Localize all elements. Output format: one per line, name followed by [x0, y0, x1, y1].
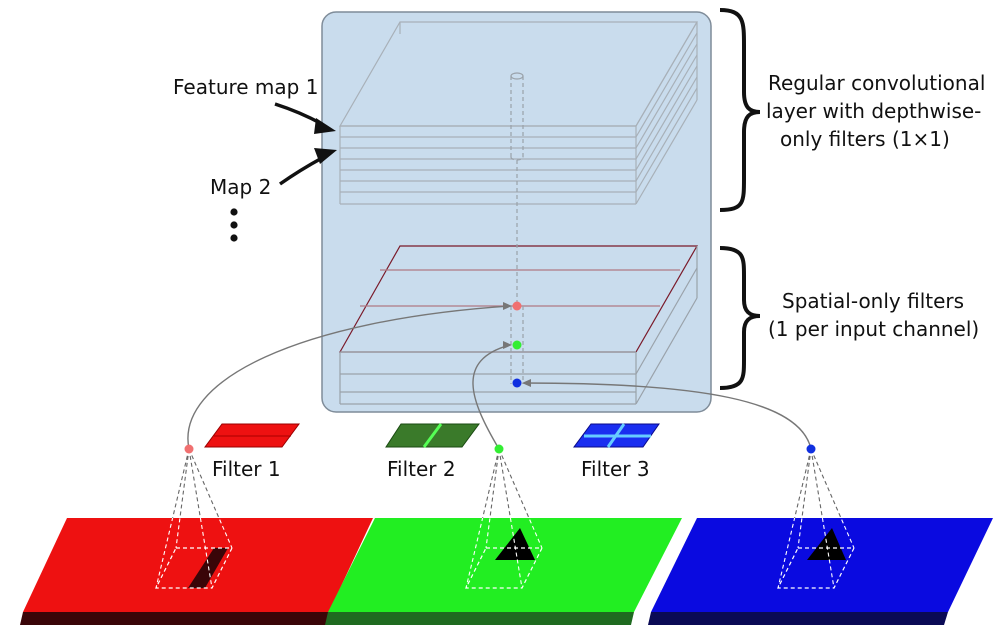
red-input-channel — [20, 518, 373, 625]
vertical-ellipsis-icon — [230, 208, 238, 242]
receptive-field-guide — [810, 448, 842, 519]
receptive-field-guide — [179, 448, 190, 519]
feature-shape — [807, 528, 846, 560]
feature-shape — [495, 528, 535, 560]
filter-2-glyph — [385, 423, 480, 448]
filter-3-glyph — [573, 423, 660, 448]
slab-edge — [635, 65, 698, 171]
feature-shape — [188, 548, 228, 588]
filter-1-glyph — [204, 423, 300, 448]
connection-arrows — [187, 302, 812, 450]
receptive-field-guide — [794, 448, 812, 519]
receptive-field-guide — [482, 448, 500, 519]
slab-edge — [635, 54, 698, 160]
green-channel-dot — [512, 340, 522, 350]
receptive-field-guide — [188, 448, 220, 519]
map-2-label: Map 2 — [210, 175, 271, 199]
slab-edge — [635, 87, 698, 193]
filter-2-label: Filter 2 — [387, 457, 456, 481]
filter-1-label: Filter 1 — [212, 457, 281, 481]
blue-input-channel — [648, 518, 993, 625]
curly-brace-icon — [719, 246, 761, 390]
curly-brace-icon — [719, 8, 761, 212]
filter-3-label: Filter 3 — [581, 457, 650, 481]
receptive-field-guide — [801, 448, 812, 519]
receptive-field-guide — [188, 448, 201, 519]
feature-map-stack — [338, 21, 699, 205]
blue-apex-dot — [806, 444, 816, 454]
spatial-filters-label-line2: (1 per input channel) — [768, 317, 979, 341]
arrow-right-icon — [278, 148, 337, 186]
arrow-right-icon — [274, 102, 336, 134]
slab-edge — [635, 43, 698, 149]
spatial-slab-edge — [635, 267, 698, 375]
red-channel-dot — [512, 301, 522, 311]
green-apex-dot — [494, 444, 504, 454]
spatial-filters-label-line1: Spatial-only filters — [782, 289, 964, 313]
receptive-field-guide — [498, 448, 511, 519]
receptive-field-guide — [810, 448, 823, 519]
receptive-field-guide — [498, 448, 530, 519]
regular-layer-label-line3: only filters (1×1) — [780, 127, 950, 151]
red-apex-dot — [184, 444, 194, 454]
feature-map-1-label: Feature map 1 — [173, 75, 318, 99]
receptive-field-pyramids — [155, 448, 855, 589]
receptive-field-guide — [172, 448, 190, 519]
regular-layer-label-line2: layer with depthwise- — [766, 99, 981, 123]
receptive-field-guide — [489, 448, 500, 519]
regular-layer-label-line1: Regular convolutional — [768, 71, 985, 95]
stack-bottom-right-edge — [635, 99, 698, 205]
slab-edge — [635, 32, 698, 138]
slab-edge — [635, 21, 698, 127]
blue-channel-dot — [512, 378, 522, 388]
slab-edge — [635, 76, 698, 182]
green-input-channel — [325, 518, 682, 625]
